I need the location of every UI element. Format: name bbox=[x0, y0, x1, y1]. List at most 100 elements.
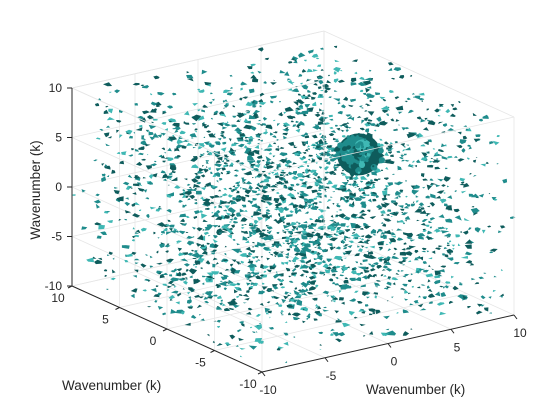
isosurface-fragment bbox=[325, 191, 327, 193]
isosurface-fragment bbox=[309, 218, 314, 221]
isosurface-fragment bbox=[311, 157, 314, 160]
isosurface-fragment bbox=[157, 292, 162, 296]
isosurface-fragment bbox=[155, 208, 161, 212]
isosurface-fragment bbox=[180, 218, 185, 223]
isosurface-fragment bbox=[187, 78, 194, 82]
isosurface-fragment bbox=[317, 220, 322, 223]
isosurface-fragment bbox=[189, 305, 193, 307]
isosurface-fragment bbox=[492, 289, 497, 293]
isosurface-fragment bbox=[308, 154, 313, 157]
isosurface-fragment bbox=[246, 152, 254, 156]
isosurface-fragment bbox=[295, 86, 299, 88]
isosurface-fragment bbox=[387, 106, 390, 109]
x-tick-mark bbox=[324, 357, 329, 363]
isosurface-fragment bbox=[234, 150, 236, 152]
isosurface-fragment bbox=[316, 64, 322, 67]
isosurface-fragment bbox=[340, 172, 344, 175]
isosurface-fragment bbox=[392, 128, 397, 131]
isosurface-fragment bbox=[341, 123, 347, 126]
isosurface-fragment bbox=[291, 312, 301, 317]
isosurface-fragment bbox=[147, 279, 151, 282]
isosurface-fragment bbox=[131, 203, 136, 207]
isosurface-fragment bbox=[242, 96, 249, 99]
isosurface-fragment bbox=[379, 138, 383, 141]
isosurface-fragment bbox=[132, 82, 140, 86]
isosurface-fragment bbox=[472, 112, 477, 116]
isosurface-fragment bbox=[498, 230, 502, 234]
isosurface-fragment bbox=[292, 273, 297, 277]
isosurface-fragment bbox=[288, 275, 292, 278]
isosurface-fragment bbox=[81, 226, 88, 230]
isosurface-fragment bbox=[105, 105, 109, 108]
isosurface-fragment bbox=[168, 295, 176, 300]
isosurface-fragment bbox=[285, 267, 291, 272]
isosurface-fragment bbox=[432, 148, 436, 150]
isosurface-fragment bbox=[211, 215, 216, 218]
isosurface-fragment bbox=[210, 171, 213, 175]
isosurface-fragment bbox=[227, 209, 234, 212]
isosurface-fragment bbox=[299, 178, 304, 182]
isosurface-fragment bbox=[203, 200, 212, 206]
isosurface-fragment bbox=[317, 193, 322, 196]
isosurface-fragment bbox=[288, 202, 295, 206]
isosurface-fragment bbox=[424, 269, 430, 272]
isosurface-fragment bbox=[463, 125, 467, 127]
isosurface-fragment bbox=[176, 268, 182, 272]
isosurface-fragment bbox=[347, 126, 352, 129]
isosurface-fragment bbox=[369, 99, 373, 103]
isosurface-fragment bbox=[437, 274, 443, 277]
isosurface-fragment bbox=[201, 109, 205, 112]
isosurface-fragment bbox=[256, 259, 261, 261]
isosurface-fragment bbox=[224, 205, 230, 209]
isosurface-fragment bbox=[295, 120, 300, 123]
isosurface-fragment bbox=[300, 242, 304, 245]
isosurface-fragment bbox=[253, 211, 262, 216]
isosurface-fragment bbox=[309, 203, 315, 207]
isosurface-fragment bbox=[167, 118, 177, 123]
isosurface-fragment bbox=[325, 161, 331, 165]
isosurface-fragment bbox=[418, 233, 426, 237]
isosurface-fragment bbox=[435, 195, 442, 199]
isosurface-fragment bbox=[291, 116, 296, 119]
cluster-fragment bbox=[357, 171, 361, 174]
isosurface-fragment bbox=[242, 293, 250, 298]
isosurface-fragment bbox=[422, 261, 428, 264]
isosurface-fragment bbox=[294, 286, 298, 290]
isosurface-fragment bbox=[297, 225, 301, 228]
isosurface-fragment bbox=[187, 306, 194, 309]
isosurface-fragment bbox=[386, 147, 389, 150]
isosurface-fragment bbox=[286, 78, 292, 81]
isosurface-fragment bbox=[431, 194, 435, 198]
isosurface-fragment bbox=[321, 141, 329, 146]
isosurface-fragment bbox=[116, 129, 120, 133]
isosurface-fragment bbox=[228, 283, 238, 287]
isosurface-fragment bbox=[336, 227, 342, 231]
isosurface-fragment bbox=[500, 269, 503, 272]
isosurface-fragment bbox=[295, 221, 300, 223]
isosurface-fragment bbox=[194, 128, 198, 131]
isosurface-fragment bbox=[261, 123, 267, 126]
isosurface-fragment bbox=[348, 104, 354, 107]
isosurface-fragment bbox=[108, 108, 113, 114]
isosurface-fragment bbox=[256, 325, 260, 327]
isosurface-fragment bbox=[306, 291, 314, 295]
isosurface-fragment bbox=[264, 129, 268, 131]
cluster-fragment bbox=[365, 158, 369, 163]
isosurface-fragment bbox=[366, 96, 370, 99]
isosurface-fragment bbox=[198, 146, 202, 150]
isosurface-fragment bbox=[134, 103, 139, 106]
isosurface-fragment bbox=[229, 221, 232, 223]
isosurface-fragment bbox=[103, 109, 109, 114]
isosurface-fragment bbox=[482, 114, 489, 119]
x-tick-mark bbox=[513, 314, 518, 320]
isosurface-fragment bbox=[325, 266, 332, 270]
isosurface-fragment bbox=[324, 195, 326, 197]
isosurface-fragment bbox=[246, 271, 252, 274]
isosurface-fragment bbox=[301, 256, 308, 260]
isosurface-fragment bbox=[273, 119, 276, 122]
isosurface-fragment bbox=[290, 304, 293, 306]
isosurface-fragment bbox=[95, 193, 100, 197]
isosurface-fragment bbox=[195, 261, 201, 265]
isosurface-fragment bbox=[260, 237, 264, 240]
isosurface-fragment bbox=[137, 182, 142, 185]
